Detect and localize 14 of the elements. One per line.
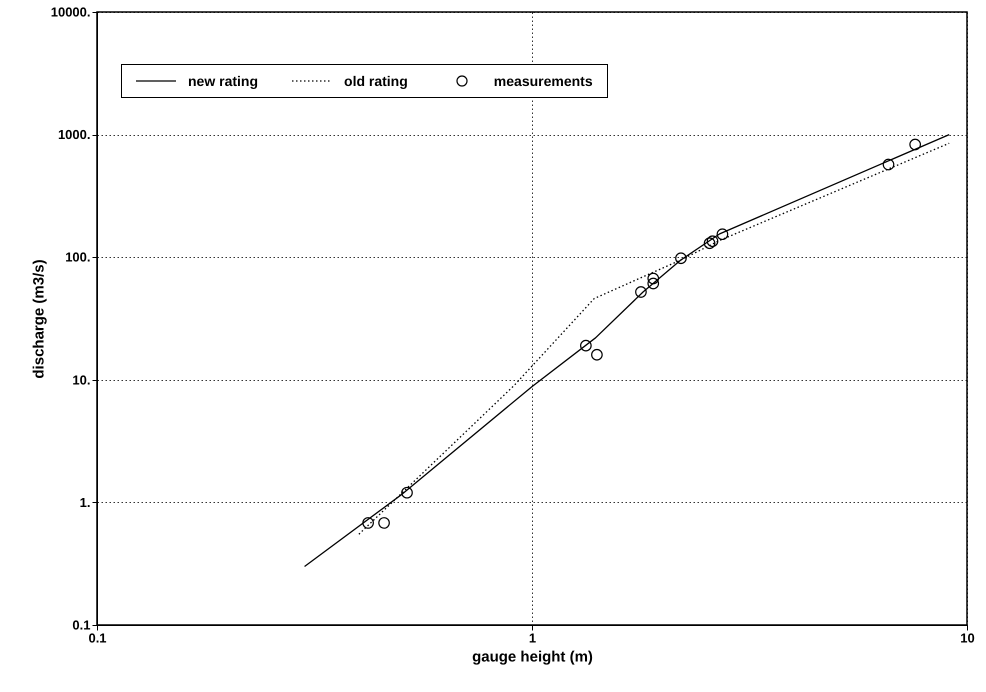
x-axis-title: gauge height (m) bbox=[472, 648, 593, 666]
x-tick-label: 1 bbox=[528, 630, 536, 646]
y-tick-label: 1000. bbox=[58, 127, 90, 142]
x-tick-label: 10 bbox=[960, 630, 975, 646]
legend-label: old rating bbox=[344, 73, 408, 89]
y-tick-label: 10. bbox=[72, 372, 90, 388]
y-tick-label: 1. bbox=[80, 494, 90, 510]
y-axis-title: discharge (m3/s) bbox=[30, 259, 48, 379]
legend-label: new rating bbox=[188, 73, 258, 89]
x-tick-label: 0.1 bbox=[88, 630, 107, 646]
y-tick-label: 100. bbox=[65, 250, 90, 265]
y-tick-label: 0.1 bbox=[72, 618, 90, 632]
legend-label: measurements bbox=[494, 73, 593, 89]
y-tick-label: 10000. bbox=[50, 4, 90, 20]
